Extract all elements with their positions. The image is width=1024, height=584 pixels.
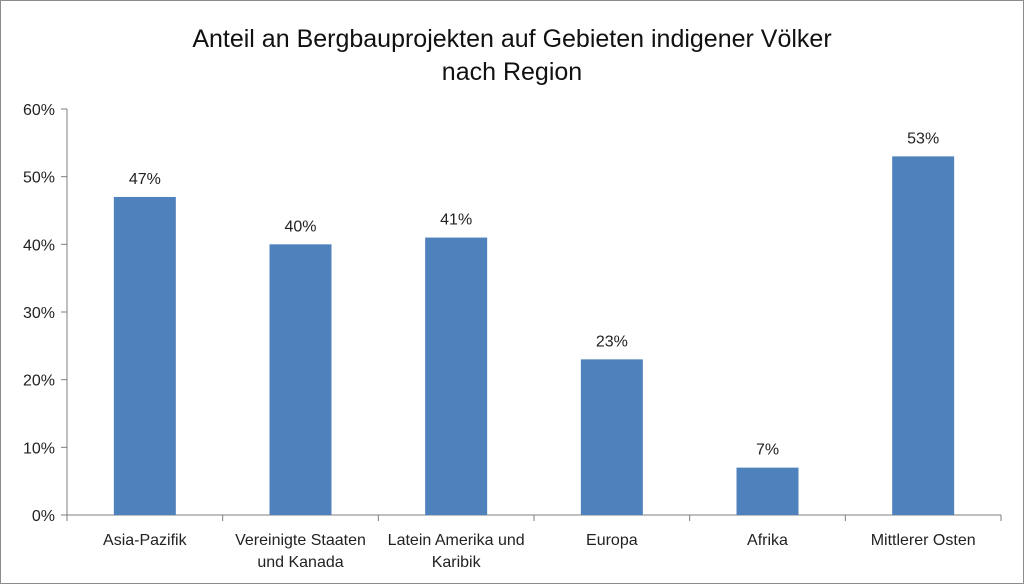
category-label: Asia-Pazifik — [103, 532, 188, 549]
y-tick-label: 50% — [23, 170, 55, 187]
bar — [736, 467, 799, 515]
y-tick-label: 0% — [32, 508, 55, 525]
category-label: Europa — [586, 532, 638, 549]
y-tick-label: 10% — [23, 440, 55, 457]
data-label: 23% — [596, 333, 628, 350]
data-label: 41% — [440, 212, 472, 229]
chart-title-line-2: nach Region — [441, 58, 583, 86]
y-tick-label: 60% — [23, 102, 55, 119]
chart-title-line-1: Anteil an Bergbauprojekten auf Gebieten … — [192, 25, 832, 53]
bar — [892, 156, 955, 515]
category-label: Afrika — [747, 532, 788, 549]
data-label: 47% — [129, 171, 161, 188]
category-label: Vereinigte Staaten — [235, 532, 366, 549]
y-tick-label: 20% — [23, 373, 55, 390]
bar — [113, 196, 176, 515]
bar — [269, 244, 332, 516]
category-label: und Kanada — [257, 554, 343, 571]
y-tick-label: 30% — [23, 305, 55, 322]
data-label: 40% — [284, 218, 316, 235]
bar — [425, 237, 488, 516]
category-label: Mittlerer Osten — [871, 532, 976, 549]
category-label: Karibik — [432, 554, 482, 571]
data-label: 7% — [756, 442, 779, 459]
y-tick-label: 40% — [23, 237, 55, 254]
category-label: Latein Amerika und — [388, 532, 525, 549]
bar — [580, 359, 643, 515]
data-label: 53% — [907, 130, 939, 147]
chart-title: Anteil an Bergbauprojekten auf Gebieten … — [1, 23, 1023, 89]
